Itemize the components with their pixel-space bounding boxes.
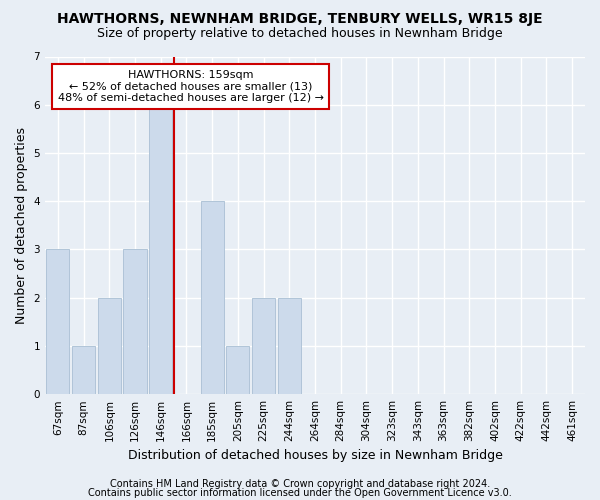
Bar	[124, 250, 146, 394]
Bar	[226, 346, 250, 394]
Bar	[149, 104, 172, 394]
Text: Contains public sector information licensed under the Open Government Licence v3: Contains public sector information licen…	[88, 488, 512, 498]
Text: HAWTHORNS: 159sqm
← 52% of detached houses are smaller (13)
48% of semi-detached: HAWTHORNS: 159sqm ← 52% of detached hous…	[58, 70, 324, 103]
Y-axis label: Number of detached properties: Number of detached properties	[15, 127, 28, 324]
Bar	[46, 250, 70, 394]
Bar	[98, 298, 121, 394]
Bar	[72, 346, 95, 394]
Bar	[278, 298, 301, 394]
X-axis label: Distribution of detached houses by size in Newnham Bridge: Distribution of detached houses by size …	[128, 450, 502, 462]
Text: HAWTHORNS, NEWNHAM BRIDGE, TENBURY WELLS, WR15 8JE: HAWTHORNS, NEWNHAM BRIDGE, TENBURY WELLS…	[57, 12, 543, 26]
Bar	[252, 298, 275, 394]
Text: Size of property relative to detached houses in Newnham Bridge: Size of property relative to detached ho…	[97, 28, 503, 40]
Bar	[200, 201, 224, 394]
Text: Contains HM Land Registry data © Crown copyright and database right 2024.: Contains HM Land Registry data © Crown c…	[110, 479, 490, 489]
